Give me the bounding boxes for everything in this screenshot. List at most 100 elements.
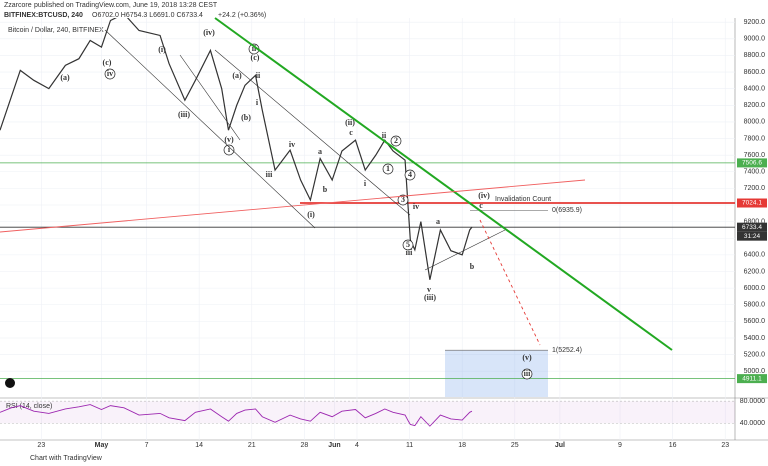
rsi-title: RSI (14, close) (6, 403, 52, 410)
change: +24.2 (+0.36%) (218, 12, 266, 19)
price-label-box (737, 222, 767, 232)
wave-label: iv (413, 202, 419, 211)
y-tick-label: 6000.0 (744, 285, 766, 292)
wave-label: a (436, 217, 440, 226)
rsi-tick-label: 80.0000 (740, 398, 765, 405)
y-tick-label: 8400.0 (744, 85, 766, 92)
price-label-box (737, 374, 767, 384)
y-tick-label: 6200.0 (744, 268, 766, 275)
wave-label: 1 (386, 164, 390, 173)
wave-circle (223, 144, 235, 156)
wave-label: ii (256, 71, 261, 80)
marker-icon (5, 378, 15, 388)
projection-line (479, 219, 541, 346)
wave-label: c (479, 201, 483, 210)
x-tick-label: 7 (145, 442, 149, 449)
trend-line (214, 17, 673, 351)
y-tick-label: 5800.0 (744, 302, 766, 309)
wave-label: iv (289, 140, 295, 149)
x-tick-label: 4 (355, 442, 359, 449)
wave-circle (104, 68, 116, 80)
author: Zzarcore (4, 2, 32, 9)
symbol: BITFINEX:BTCUSD, 240 (4, 12, 83, 19)
wave-label: 2 (394, 136, 398, 145)
x-tick-label: 18 (458, 442, 466, 449)
y-tick-label: 8000.0 (744, 119, 766, 126)
fib-label: 1(5252.4) (552, 347, 582, 354)
y-tick-label: 5600.0 (744, 318, 766, 325)
wave-label: ii (252, 44, 257, 53)
wave-label: (i) (158, 45, 166, 54)
wave-label: 5 (406, 240, 410, 249)
wave-label: ii (382, 131, 387, 140)
wave-label: (iii) (424, 293, 436, 302)
wave-label: (iii) (178, 110, 190, 119)
footer: Chart with TradingView (30, 455, 103, 462)
watermark: Bitcoin / Dollar, 240, BITFINEX (8, 27, 104, 34)
target-box (445, 350, 548, 397)
y-tick-label: 8200.0 (744, 102, 766, 109)
wave-label: c (349, 128, 353, 137)
wave-label: (v) (522, 353, 532, 362)
trend-line (0, 179, 586, 233)
wave-circle (382, 163, 394, 175)
y-tick-label: 6400.0 (744, 252, 766, 259)
wave-label: (c) (103, 58, 112, 67)
x-tick-label: 25 (511, 442, 519, 449)
wave-label: (b) (241, 113, 251, 122)
y-tick-label: 5200.0 (744, 351, 766, 358)
wave-label: (ii) (345, 118, 355, 127)
wave-label: iii (406, 248, 413, 257)
wave-label: (a) (60, 73, 70, 82)
y-tick-label: 9000.0 (744, 36, 766, 43)
channel-line (179, 54, 241, 141)
y-tick-label: 7200.0 (744, 185, 766, 192)
wave-label: b (470, 262, 475, 271)
x-tick-label: 9 (618, 442, 622, 449)
wave-label: (iv) (203, 28, 215, 37)
wave-label: (a) (232, 71, 242, 80)
rsi-line (0, 404, 473, 427)
price-label: 7506.6 (742, 160, 762, 167)
channel-line (214, 49, 411, 216)
wave-circle (390, 135, 402, 147)
y-tick-label: 6800.0 (744, 218, 766, 225)
wave-label: (i) (307, 210, 315, 219)
wave-label: v (427, 285, 431, 294)
y-tick-label: 8600.0 (744, 69, 766, 76)
price-label: 7024.1 (742, 200, 762, 207)
channel-line (424, 229, 506, 271)
x-tick-label: 21 (248, 442, 256, 449)
wave-label: a (318, 147, 322, 156)
wave-label: b (323, 185, 328, 194)
wave-label: (iv) (478, 191, 490, 200)
x-tick-label: Jun (328, 442, 340, 449)
wave-label: iii (524, 369, 531, 378)
countdown: 31:24 (744, 233, 761, 240)
price-label-box (737, 158, 767, 168)
plot: 5000.0 5200.0 5400.0 5600.0 5800.0 6000.0 6200… (0, 18, 767, 449)
countdown-box (737, 231, 767, 241)
price-label: 6733.4 (742, 224, 762, 231)
price-label: 4911.1 (742, 375, 762, 382)
x-tick-label: 11 (406, 442, 413, 449)
x-tick-label: 28 (300, 442, 308, 449)
note: Invalidation Count (495, 196, 551, 203)
wave-label: iv (107, 69, 113, 78)
rsi-band (0, 401, 735, 424)
y-tick-label: 8800.0 (744, 52, 766, 59)
x-tick-label: 14 (195, 442, 203, 449)
rsi-tick-label: 40.0000 (740, 420, 765, 427)
x-tick-label: 23 (721, 442, 729, 449)
x-tick-label: Jul (555, 442, 565, 449)
y-tick-label: 5400.0 (744, 335, 766, 342)
y-tick-label: 9200.0 (744, 19, 766, 26)
wave-label: i (364, 179, 367, 188)
wave-circle (521, 368, 533, 380)
wave-circle (404, 169, 416, 181)
wave-circle (402, 239, 414, 251)
wave-label: 4 (408, 170, 412, 179)
y-tick-label: 7800.0 (744, 135, 766, 142)
price-label-box (737, 198, 767, 208)
